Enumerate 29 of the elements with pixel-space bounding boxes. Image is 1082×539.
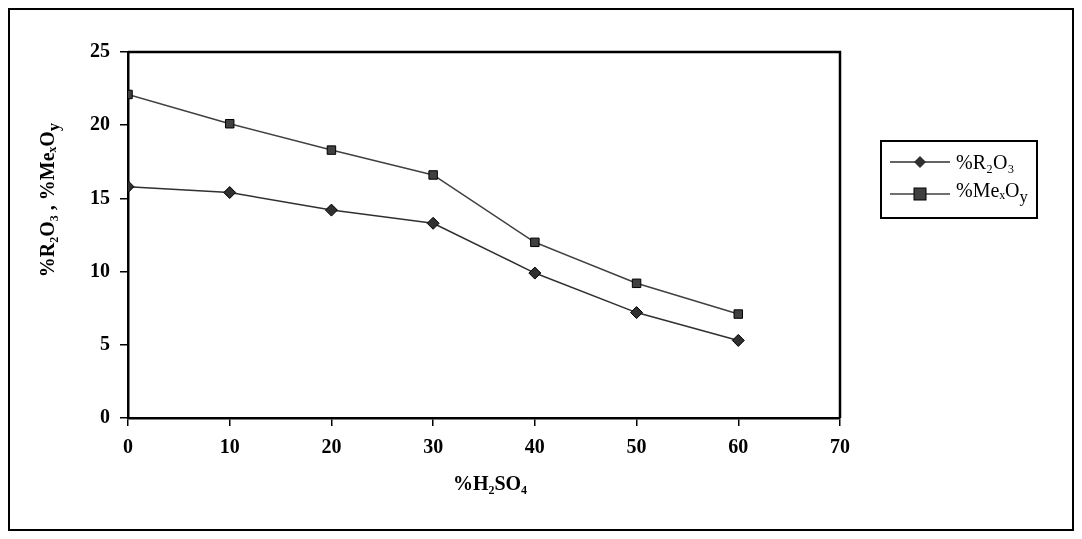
x-tick-label: 20: [321, 435, 342, 458]
x-tick-label: 0: [123, 435, 133, 458]
x-tick-label: 10: [219, 435, 240, 458]
point: [631, 278, 642, 289]
x-tick-label: 40: [524, 435, 545, 458]
legend-label: %MeₓO$_{y}$: [956, 178, 1028, 208]
point: [326, 145, 337, 155]
point: [630, 306, 644, 320]
x-tick-label: 50: [626, 435, 647, 458]
y-tick-label: 5: [100, 331, 110, 354]
point: [224, 118, 235, 129]
point: [528, 266, 542, 280]
x-tick-label: 30: [423, 435, 444, 458]
point: [731, 333, 745, 347]
point: [324, 203, 338, 217]
y-tick-label: 15: [90, 185, 110, 208]
x-axis-title: %H₂SO₄: [452, 472, 528, 495]
y-tick-label: 25: [90, 39, 110, 62]
x-tick-label: 60: [728, 435, 749, 458]
y-tick-label: 0: [100, 405, 110, 428]
point: [223, 186, 237, 200]
point: [530, 237, 540, 248]
x-tick-label: 70: [830, 435, 850, 458]
point: [426, 216, 440, 230]
y-tick-label: 10: [90, 258, 110, 281]
point: [733, 309, 744, 319]
legend-label: %R₂O₃: [956, 150, 1015, 175]
point: [428, 170, 438, 180]
y-tick-label: 20: [90, 112, 110, 135]
